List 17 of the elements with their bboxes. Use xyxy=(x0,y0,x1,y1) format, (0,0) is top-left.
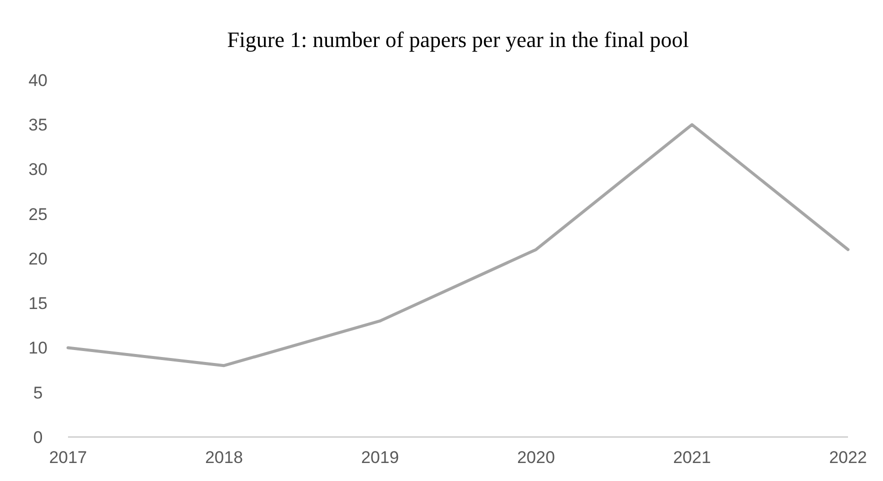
y-tick-label: 0 xyxy=(33,428,43,447)
y-tick-label: 40 xyxy=(28,70,48,90)
y-tick-label: 25 xyxy=(28,204,48,224)
x-tick-label: 2017 xyxy=(49,448,87,467)
x-tick-label: 2021 xyxy=(673,448,711,467)
y-tick-label: 30 xyxy=(28,160,48,180)
x-tick-label: 2020 xyxy=(517,448,555,467)
y-tick-label: 35 xyxy=(28,116,48,135)
y-tick-label: 10 xyxy=(28,338,48,358)
chart-title: Figure 1: number of papers per year in the final pool xyxy=(227,27,689,52)
y-tick-label: 20 xyxy=(28,249,48,268)
x-tick-label: 2019 xyxy=(361,448,399,467)
y-tick-label: 15 xyxy=(28,294,48,314)
x-tick-label: 2022 xyxy=(829,448,867,467)
line-series xyxy=(66,123,850,368)
x-tick-label: 2018 xyxy=(205,448,243,467)
y-tick-label: 5 xyxy=(33,383,43,402)
